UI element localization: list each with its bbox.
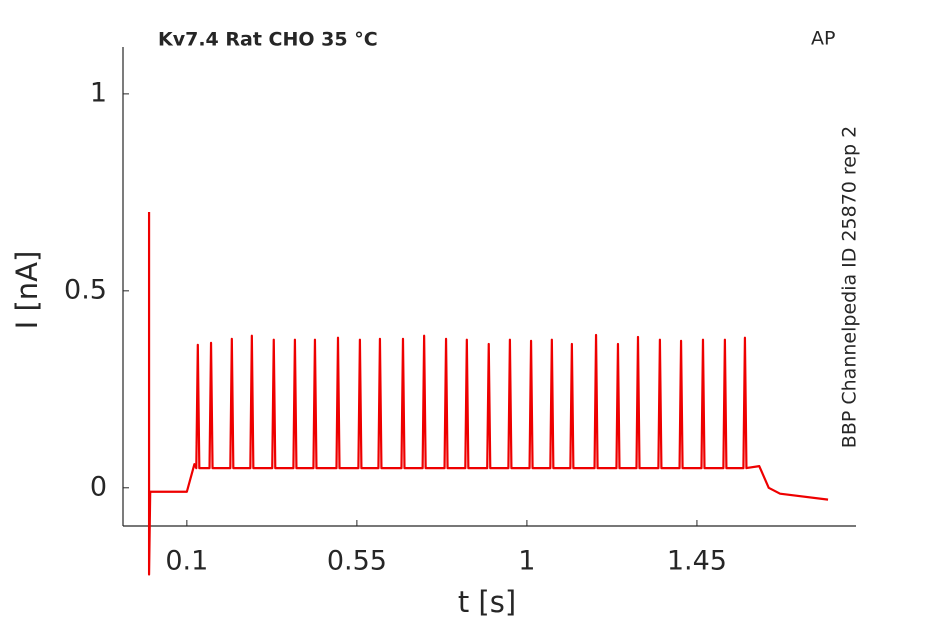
x-tick-label: 0.55 (327, 546, 387, 577)
y-tick-label: 0 (90, 471, 107, 502)
y-tick-label: 0.5 (64, 274, 107, 305)
x-tick-label: 1.45 (667, 546, 727, 577)
chart-title: Kv7.4 Rat CHO 35 °C (158, 29, 378, 51)
x-tick-label: 1 (518, 546, 535, 577)
annotation: AP (811, 28, 835, 50)
y-axis-label: I [nA] (10, 251, 44, 330)
trace (147, 212, 829, 576)
x-tick-label: 0.1 (165, 546, 208, 577)
y-tick-label: 1 (90, 77, 107, 108)
x-axis-label: t [s] (458, 585, 516, 619)
side-note: BBP Channelpedia ID 25870 rep 2 (839, 126, 861, 448)
